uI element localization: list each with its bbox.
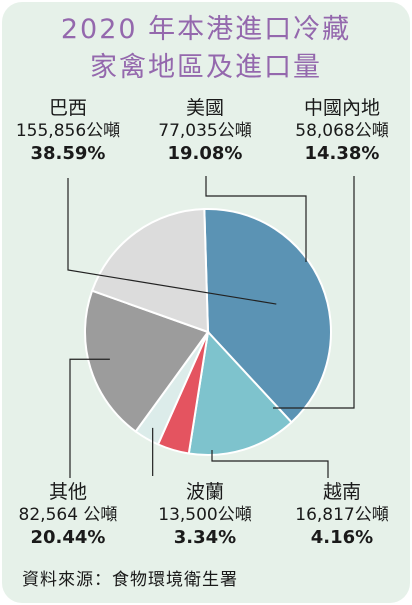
chart-title-line1: 2020 年本港進口冷藏	[60, 14, 352, 45]
brazil-amount: 155,856公噸	[15, 121, 121, 141]
mainland-china-amount: 58,068公噸	[295, 121, 389, 141]
usa-name: 美國	[185, 97, 224, 119]
pie-slice	[203, 208, 332, 424]
mainland-china-name: 中國內地	[303, 97, 380, 119]
brazil-name: 巴西	[48, 97, 87, 119]
label-poland: 波蘭 13,500公噸 3.34%	[146, 480, 264, 550]
brazil-percent: 38.59%	[30, 143, 106, 164]
source-note: 資料來源：食物環境衛生署	[22, 570, 238, 590]
leader-line-brazil	[67, 178, 277, 305]
poland-name: 波蘭	[185, 481, 224, 503]
vietnam-amount: 16,817公噸	[295, 505, 389, 525]
pie-slice	[187, 329, 293, 456]
usa-percent: 19.08%	[167, 143, 243, 164]
others-amount: 82,564 公噸	[18, 505, 118, 525]
leader-line-usa	[205, 176, 307, 262]
poland-amount: 13,500公噸	[158, 505, 252, 525]
leader-line-mainland-china	[273, 176, 355, 409]
usa-amount: 77,035公噸	[158, 121, 252, 141]
label-vietnam: 越南 16,817公噸 4.16%	[282, 480, 402, 550]
vietnam-name: 越南	[322, 481, 361, 503]
label-others: 其他 82,564 公噸 20.44%	[6, 480, 130, 550]
label-mainland-china: 中國內地 58,068公噸 14.38%	[282, 96, 402, 166]
others-percent: 20.44%	[30, 527, 106, 548]
others-name: 其他	[48, 481, 87, 503]
label-brazil: 巴西 155,856公噸 38.59%	[8, 96, 128, 166]
leader-line-vietnam	[211, 450, 329, 478]
chart-title-line2: 家禽地區及進口量	[90, 52, 322, 83]
mainland-china-percent: 14.38%	[304, 143, 380, 164]
pie-slice	[90, 208, 210, 334]
vietnam-percent: 4.16%	[310, 527, 374, 548]
poland-percent: 3.34%	[173, 527, 237, 548]
label-usa: 美國 77,035公噸 19.08%	[146, 96, 264, 166]
leader-line-others	[69, 358, 110, 478]
pie-slice	[84, 289, 210, 433]
